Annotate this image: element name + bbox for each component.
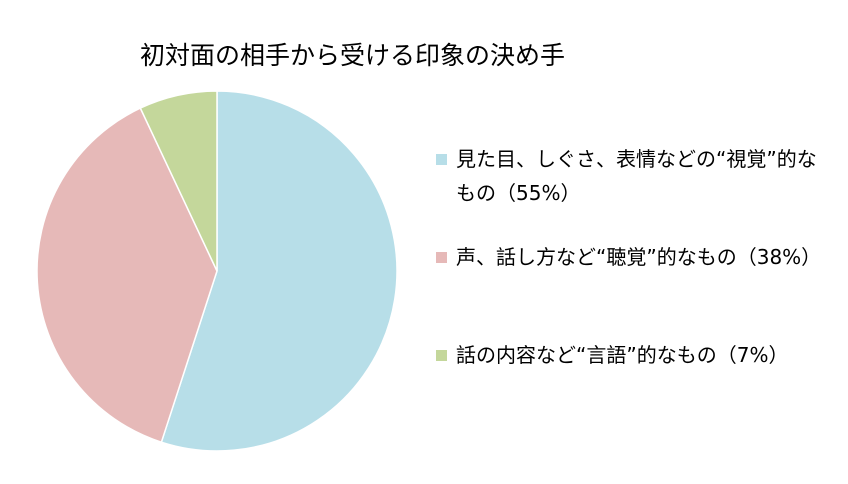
legend-label: 声、話し方など“聴覚”的なもの（38%）: [456, 245, 822, 269]
legend-marker: [436, 350, 447, 361]
legend-marker: [436, 252, 447, 263]
chart-title: 初対面の相手から受ける印象の決め手: [140, 41, 566, 70]
legend-marker: [436, 154, 447, 165]
pie-slice: [36, 107, 218, 444]
pie-slice: [139, 90, 218, 272]
pie-slice: [160, 90, 398, 452]
legend-label: 見た目、しぐさ、表情などの“視覚”的なもの（55%）: [456, 147, 817, 205]
legend-label: 話の内容など“言語”的なもの（7%）: [456, 343, 789, 367]
